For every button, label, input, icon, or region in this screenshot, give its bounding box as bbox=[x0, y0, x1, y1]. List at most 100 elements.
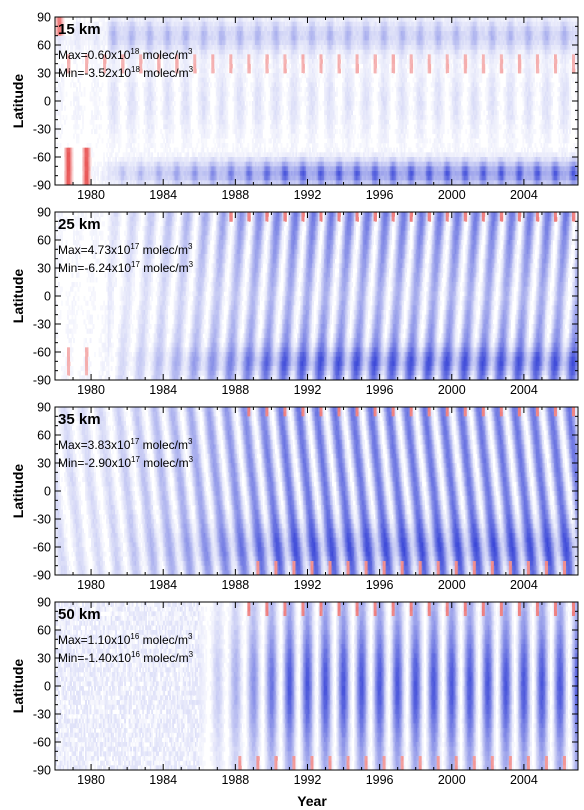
heatmap-cell bbox=[55, 115, 57, 121]
heatmap-cell bbox=[103, 31, 105, 37]
heatmap-cell bbox=[233, 119, 236, 125]
heatmap-cell bbox=[179, 166, 182, 172]
heatmap-cell bbox=[265, 63, 268, 69]
heatmap-cell bbox=[259, 180, 262, 185]
heatmap-cell bbox=[226, 68, 229, 74]
heatmap-cell bbox=[118, 31, 121, 37]
heatmap-cell bbox=[169, 49, 172, 55]
heatmap-cell bbox=[91, 68, 93, 74]
heatmap-cell bbox=[247, 171, 250, 177]
heatmap-cell bbox=[152, 171, 155, 177]
heatmap-cell bbox=[101, 21, 104, 27]
heatmap-cell bbox=[277, 91, 280, 97]
heatmap-cell bbox=[164, 115, 167, 121]
heatmap-cell bbox=[176, 45, 179, 51]
heatmap-cell bbox=[263, 152, 266, 158]
heatmap-cell bbox=[163, 49, 166, 55]
heatmap-cell bbox=[277, 40, 280, 46]
heatmap-cell bbox=[256, 124, 259, 130]
heatmap-cell bbox=[227, 161, 230, 167]
heatmap-cell bbox=[151, 91, 154, 97]
heatmap-cell bbox=[131, 147, 134, 153]
heatmap-cell bbox=[268, 35, 271, 41]
heatmap-cell bbox=[56, 105, 59, 111]
heatmap-cell bbox=[218, 59, 221, 65]
heatmap-cell bbox=[263, 35, 266, 41]
heatmap-cell bbox=[59, 40, 62, 46]
heatmap-cell bbox=[154, 17, 157, 23]
heatmap-cell bbox=[239, 73, 242, 79]
heatmap-cell bbox=[113, 110, 116, 116]
heatmap-cell bbox=[70, 166, 72, 172]
heatmap-cell bbox=[86, 180, 89, 185]
heatmap-cell bbox=[242, 166, 245, 172]
heatmap-cell bbox=[259, 96, 262, 102]
heatmap-cell bbox=[137, 63, 140, 69]
heatmap-cell bbox=[119, 68, 122, 74]
heatmap-cell bbox=[181, 166, 184, 172]
heatmap-cell bbox=[143, 115, 146, 121]
heatmap-cell bbox=[203, 45, 206, 51]
heatmap-cell bbox=[215, 49, 218, 55]
heatmap-cell bbox=[224, 119, 227, 125]
heatmap-cell bbox=[61, 101, 63, 107]
heatmap-cell bbox=[259, 115, 262, 121]
heatmap-cell bbox=[220, 49, 223, 55]
heatmap-cell bbox=[260, 96, 263, 102]
heatmap-cell bbox=[224, 147, 227, 153]
heatmap-cell bbox=[284, 147, 287, 153]
heatmap-cell bbox=[122, 49, 125, 55]
heatmap-cell bbox=[112, 157, 115, 163]
heatmap-cell bbox=[272, 105, 275, 111]
heatmap-cell bbox=[269, 124, 272, 130]
heatmap-cell bbox=[160, 175, 163, 181]
heatmap-cell bbox=[185, 96, 188, 102]
heatmap-cell bbox=[280, 87, 283, 93]
heatmap-cell bbox=[242, 91, 245, 97]
heatmap-cell bbox=[107, 82, 110, 88]
heatmap-cell bbox=[92, 91, 95, 97]
heatmap-cell bbox=[197, 54, 200, 60]
heatmap-cell bbox=[223, 17, 226, 23]
heatmap-cell bbox=[268, 21, 271, 27]
heatmap-cell bbox=[262, 63, 265, 69]
heatmap-cell bbox=[278, 115, 281, 121]
heatmap-cell bbox=[101, 101, 104, 107]
heatmap-cell bbox=[152, 180, 155, 185]
heatmap-cell bbox=[236, 17, 239, 23]
heatmap-cell bbox=[94, 96, 96, 102]
heatmap-cell bbox=[278, 82, 281, 88]
heatmap-cell bbox=[203, 175, 206, 181]
heatmap-cell bbox=[97, 31, 99, 37]
heatmap-cell bbox=[182, 110, 185, 116]
heatmap-cell bbox=[169, 157, 172, 163]
heatmap-cell bbox=[142, 171, 145, 177]
heatmap-cell bbox=[268, 161, 271, 167]
heatmap-cell bbox=[196, 45, 199, 51]
heatmap-cell bbox=[265, 152, 268, 158]
heatmap-cell bbox=[137, 96, 140, 102]
heatmap-cell bbox=[254, 171, 257, 177]
heatmap-cell bbox=[158, 171, 161, 177]
heatmap-cell bbox=[134, 133, 137, 139]
heatmap-cell bbox=[172, 82, 175, 88]
heatmap-cell bbox=[211, 45, 214, 51]
heatmap-cell bbox=[188, 171, 191, 177]
heatmap-cell bbox=[172, 49, 175, 55]
heatmap-cell bbox=[172, 180, 175, 185]
heatmap-cell bbox=[203, 91, 206, 97]
heatmap-cell bbox=[214, 59, 217, 65]
heatmap-cell bbox=[178, 26, 181, 32]
heatmap-cell bbox=[238, 161, 241, 167]
heatmap-cell bbox=[173, 17, 176, 23]
heatmap-cell bbox=[130, 105, 133, 111]
heatmap-cell bbox=[85, 35, 87, 41]
heatmap-cell bbox=[236, 152, 239, 158]
heatmap-cell bbox=[227, 124, 230, 130]
heatmap-cell bbox=[257, 26, 260, 32]
heatmap-cell bbox=[245, 40, 248, 46]
heatmap-cell bbox=[140, 21, 143, 27]
heatmap-cell bbox=[259, 82, 262, 88]
heatmap-cell bbox=[253, 96, 256, 102]
heatmap-cell bbox=[55, 17, 57, 23]
